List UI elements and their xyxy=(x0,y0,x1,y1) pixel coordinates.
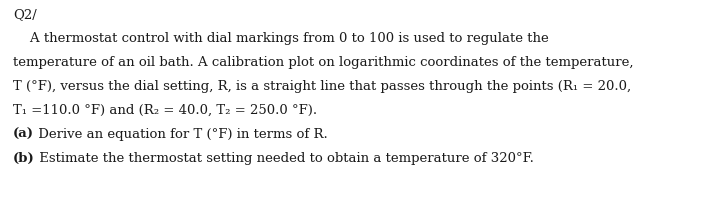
Text: T (°F), versus the dial setting, R, is a straight line that passes through the p: T (°F), versus the dial setting, R, is a… xyxy=(13,80,631,93)
Text: T₁ =110.0 °F) and (R₂ = 40.0, T₂ = 250.0 °F).: T₁ =110.0 °F) and (R₂ = 40.0, T₂ = 250.0… xyxy=(13,103,317,116)
Text: Derive an equation for T (°F) in terms of R.: Derive an equation for T (°F) in terms o… xyxy=(34,127,328,140)
Text: (a): (a) xyxy=(13,127,34,140)
Text: (b): (b) xyxy=(13,151,35,164)
Text: A thermostat control with dial markings from 0 to 100 is used to regulate the: A thermostat control with dial markings … xyxy=(13,32,549,45)
Text: Q2/: Q2/ xyxy=(13,8,37,21)
Text: temperature of an oil bath. A calibration plot on logarithmic coordinates of the: temperature of an oil bath. A calibratio… xyxy=(13,56,634,69)
Text: Estimate the thermostat setting needed to obtain a temperature of 320°F.: Estimate the thermostat setting needed t… xyxy=(35,151,534,164)
